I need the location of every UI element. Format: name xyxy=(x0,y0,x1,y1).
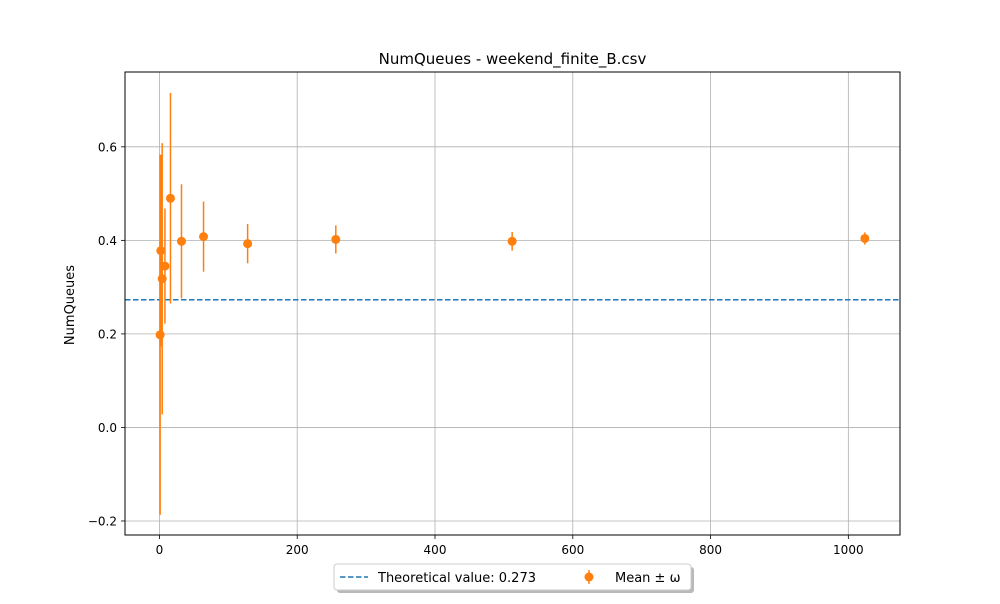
x-tick-label: 400 xyxy=(424,543,447,557)
x-tick-label: 200 xyxy=(286,543,309,557)
x-tick-label: 1000 xyxy=(833,543,864,557)
y-tick-label: 0.2 xyxy=(98,327,117,341)
y-tick-label: 0.4 xyxy=(98,234,117,248)
data-point xyxy=(165,193,175,203)
data-point xyxy=(331,234,341,244)
data-series xyxy=(155,93,870,515)
legend-box xyxy=(333,563,692,591)
chart-title: NumQueues - weekend_finite_B.csv xyxy=(379,50,647,69)
legend-reference-line-label: Theoretical value: 0.273 xyxy=(377,571,536,586)
data-point xyxy=(860,233,870,243)
data-point xyxy=(243,239,253,249)
x-tick-label: 800 xyxy=(699,543,722,557)
data-point xyxy=(199,232,209,242)
y-tick-label: −0.2 xyxy=(88,514,117,528)
data-point xyxy=(507,236,517,246)
legend-series-label: Mean ± ω xyxy=(615,571,680,586)
y-tick-label: 0.0 xyxy=(98,421,117,435)
y-tick-label: 0.6 xyxy=(98,140,117,154)
data-point xyxy=(160,261,170,271)
data-point xyxy=(176,236,186,246)
x-tick-label: 0 xyxy=(156,543,164,557)
axis-ticks: 0 200 400 600 800 1000 −0.2 0.0 0.2 0.4 0.6 xyxy=(88,140,864,557)
y-axis-label: NumQueues xyxy=(63,265,78,345)
data-point xyxy=(156,246,166,256)
plot-frame xyxy=(124,71,901,536)
legend: Theoretical value: 0.273 Mean ± ω xyxy=(333,563,694,593)
x-tick-label: 600 xyxy=(561,543,584,557)
legend-series-marker-swatch xyxy=(584,572,594,582)
